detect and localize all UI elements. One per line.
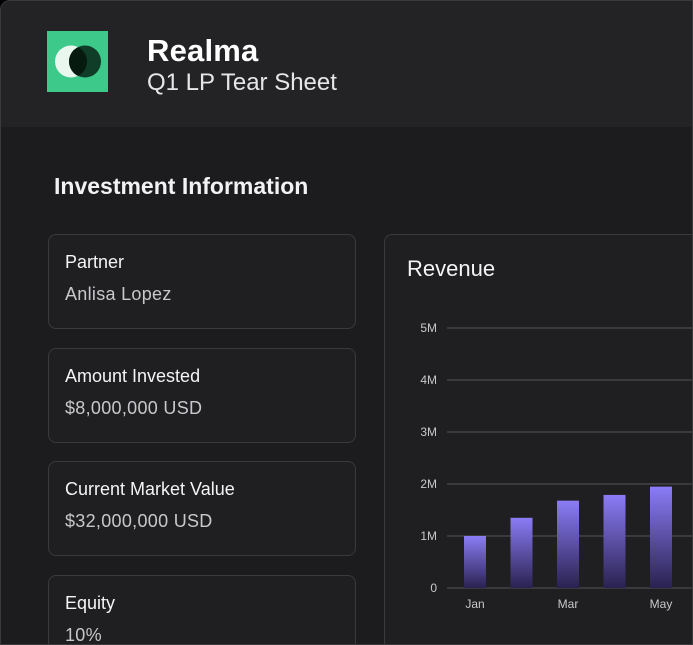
revenue-bar-mar [557, 500, 579, 588]
partner-card: Partner Anlisa Lopez [48, 234, 356, 329]
app-subtitle: Q1 LP Tear Sheet [147, 69, 337, 96]
card-label: Partner [65, 252, 125, 272]
x-tick-label: Mar [558, 597, 579, 611]
card-value: $32,000,000 USD [65, 511, 213, 531]
chart-title: Revenue [407, 256, 496, 281]
x-tick-label: Jan [465, 597, 484, 611]
market-value-card: Current Market Value $32,000,000 USD [48, 461, 356, 556]
revenue-bar-feb [510, 517, 533, 588]
card-label: Equity [65, 593, 116, 613]
revenue-chart-card: Revenue 0 1M 2M 3M 4M 5M Jan Mar May [384, 234, 692, 644]
amount-invested-card: Amount Invested $8,000,000 USD [48, 348, 356, 443]
revenue-bar-may [650, 486, 672, 588]
revenue-bar-apr [603, 494, 626, 588]
card-value: $8,000,000 USD [65, 398, 203, 418]
card-value: Anlisa Lopez [65, 284, 172, 304]
two-circles-logo-icon [55, 45, 101, 78]
y-tick-label: 4M [420, 373, 437, 387]
card-value: 10% [65, 625, 102, 645]
section-title: Investment Information [54, 173, 309, 199]
y-tick-label: 3M [420, 425, 437, 439]
y-tick-label: 0 [430, 581, 437, 595]
app-title: Realma [147, 33, 259, 68]
header: Realma Q1 LP Tear Sheet [1, 1, 692, 127]
card-label: Amount Invested [65, 366, 201, 386]
revenue-bar-jan [464, 536, 486, 588]
revenue-bar-chart: 0 1M 2M 3M 4M 5M Jan Mar May [420, 321, 692, 611]
x-tick-label: May [650, 597, 673, 611]
realma-logo [47, 31, 108, 92]
card-label: Current Market Value [65, 479, 235, 499]
y-tick-label: 1M [420, 529, 437, 543]
equity-card: Equity 10% [48, 575, 356, 645]
y-tick-label: 2M [420, 477, 437, 491]
y-tick-label: 5M [420, 321, 437, 335]
